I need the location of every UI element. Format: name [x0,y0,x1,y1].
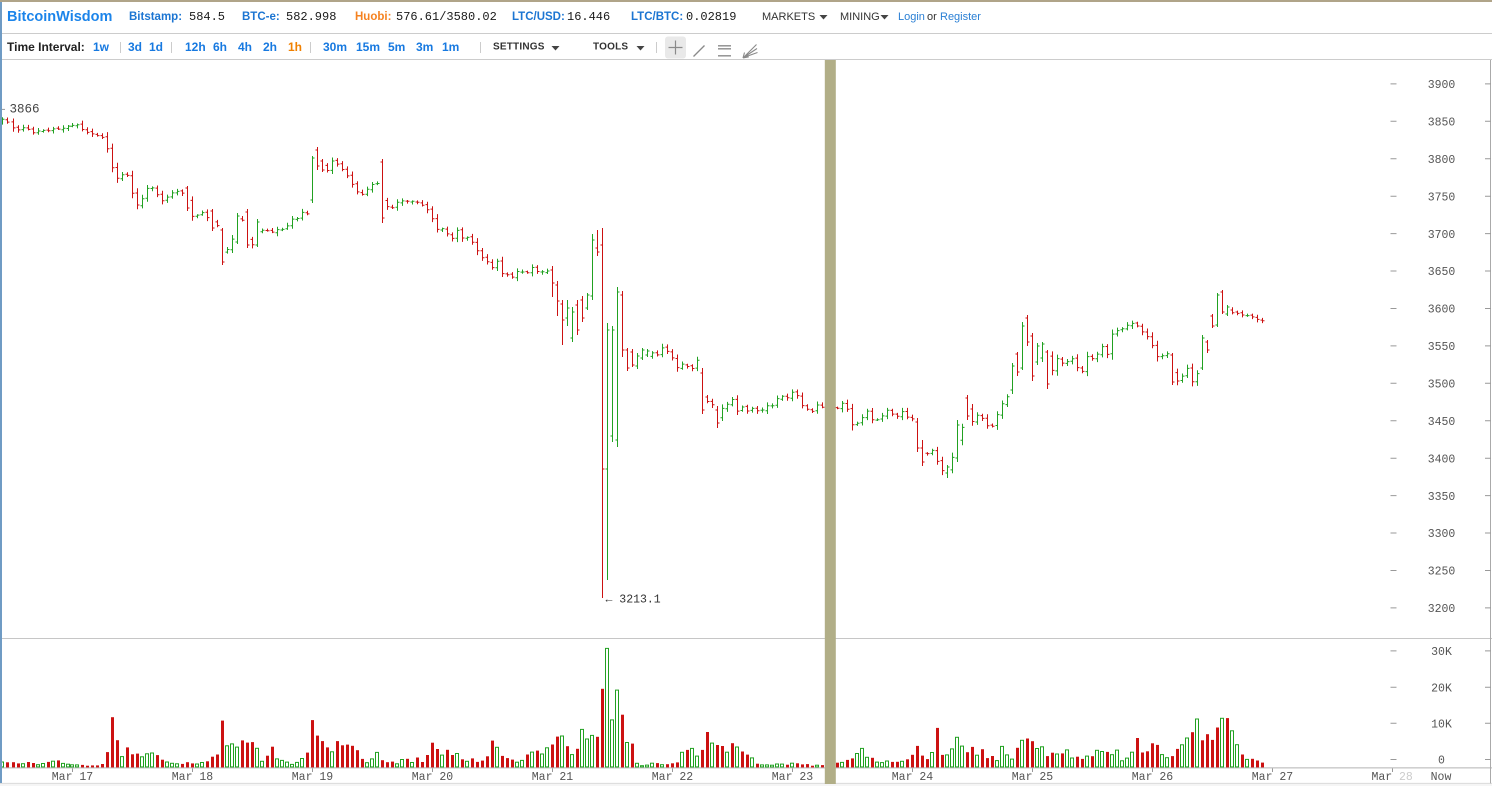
svg-text:20K: 20K [1431,683,1452,696]
svg-text:3866: 3866 [10,103,40,117]
svg-text:0: 0 [1438,755,1445,768]
svg-text:Mar 27: Mar 27 [1252,771,1293,784]
svg-text:Mar 24: Mar 24 [892,771,934,784]
svg-text:Mar 18: Mar 18 [172,771,214,784]
svg-text:3500: 3500 [1428,379,1456,392]
svg-text:Mar 17: Mar 17 [52,771,93,784]
svg-text:3800: 3800 [1428,154,1456,167]
svg-text:3200: 3200 [1428,603,1456,616]
svg-text:3900: 3900 [1428,79,1456,92]
svg-text:Mar 23: Mar 23 [772,771,814,784]
svg-text:3750: 3750 [1428,191,1456,204]
svg-text:28: 28 [1399,771,1413,784]
svg-text:3450: 3450 [1428,416,1456,429]
svg-text:3600: 3600 [1428,304,1456,317]
svg-text:Now: Now [1431,771,1452,784]
svg-text:← 3213.1: ← 3213.1 [606,594,661,607]
svg-text:3300: 3300 [1428,528,1456,541]
svg-text:3350: 3350 [1428,491,1456,504]
svg-text:3250: 3250 [1428,566,1456,579]
svg-text:Mar: Mar [1372,771,1393,784]
svg-text:3550: 3550 [1428,341,1456,354]
svg-text:Mar 26: Mar 26 [1132,771,1174,784]
svg-text:3400: 3400 [1428,453,1456,466]
svg-text:3850: 3850 [1428,117,1456,130]
svg-text:Mar 19: Mar 19 [292,771,334,784]
svg-text:Mar 21: Mar 21 [532,771,574,784]
svg-text:Mar 25: Mar 25 [1012,771,1054,784]
svg-text:3650: 3650 [1428,266,1456,279]
svg-text:10K: 10K [1431,718,1452,731]
svg-text:3700: 3700 [1428,229,1456,242]
svg-text:Mar 20: Mar 20 [412,771,454,784]
svg-text:30K: 30K [1431,646,1452,659]
svg-text:Mar 22: Mar 22 [652,771,694,784]
